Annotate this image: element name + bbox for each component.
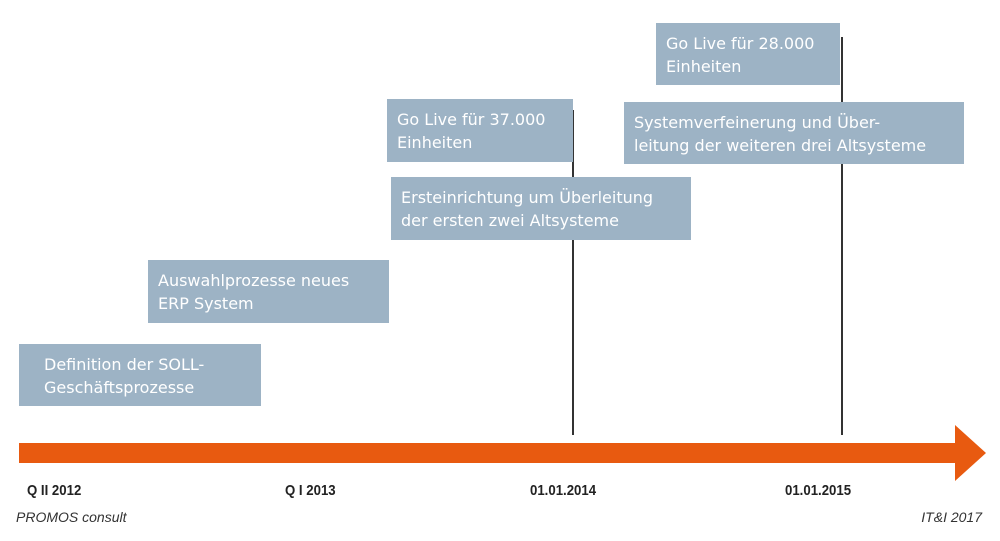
box-text: ERP System: [158, 294, 254, 313]
box-text: Systemverfeinerung und Über-: [634, 113, 881, 132]
phase-box-systemverfeinerung: Systemverfeinerung und Über-leitung der …: [624, 102, 964, 164]
timeline-label: Q I 2013: [285, 482, 336, 499]
timeline-label: 01.01.2014: [530, 482, 597, 499]
box-text: Einheiten: [397, 133, 473, 152]
milestone-line-2015: [841, 37, 843, 435]
box-text: leitung der weiteren drei Altsysteme: [634, 136, 927, 155]
golive-box-37000: Go Live für 37.000 Einheiten: [387, 99, 573, 162]
golive-box-28000: Go Live für 28.000 Einheiten: [656, 23, 840, 85]
copyright-credit: IT&I 2017: [921, 509, 982, 525]
timeline-label: Q II 2012: [27, 482, 82, 499]
box-text: Ersteinrichtung um Überleitung: [401, 188, 654, 207]
timeline-label: 01.01.2015: [785, 482, 852, 499]
box-text: Auswahlprozesse neues: [158, 271, 350, 290]
phase-box-auswahl: Auswahlprozesse neues ERP System: [148, 260, 389, 323]
box-text: Geschäftsprozesse: [44, 378, 195, 397]
phase-box-definition: Definition der SOLL- Geschäftsprozesse: [19, 344, 261, 406]
timeline-arrow-head: [955, 425, 986, 481]
box-text: Einheiten: [666, 57, 742, 76]
box-text: Go Live für 28.000: [666, 34, 815, 53]
phase-box-ersteinrichtung: Ersteinrichtung um Überleitung der ersten…: [391, 177, 691, 240]
box-text: Definition der SOLL-: [44, 355, 205, 374]
box-text: Go Live für 37.000: [397, 110, 546, 129]
source-credit: PROMOS consult: [16, 509, 127, 525]
box-text: der ersten zwei Altsysteme: [401, 211, 619, 230]
milestone-line-2014: [572, 110, 574, 435]
timeline-arrow-shaft: [19, 443, 959, 463]
